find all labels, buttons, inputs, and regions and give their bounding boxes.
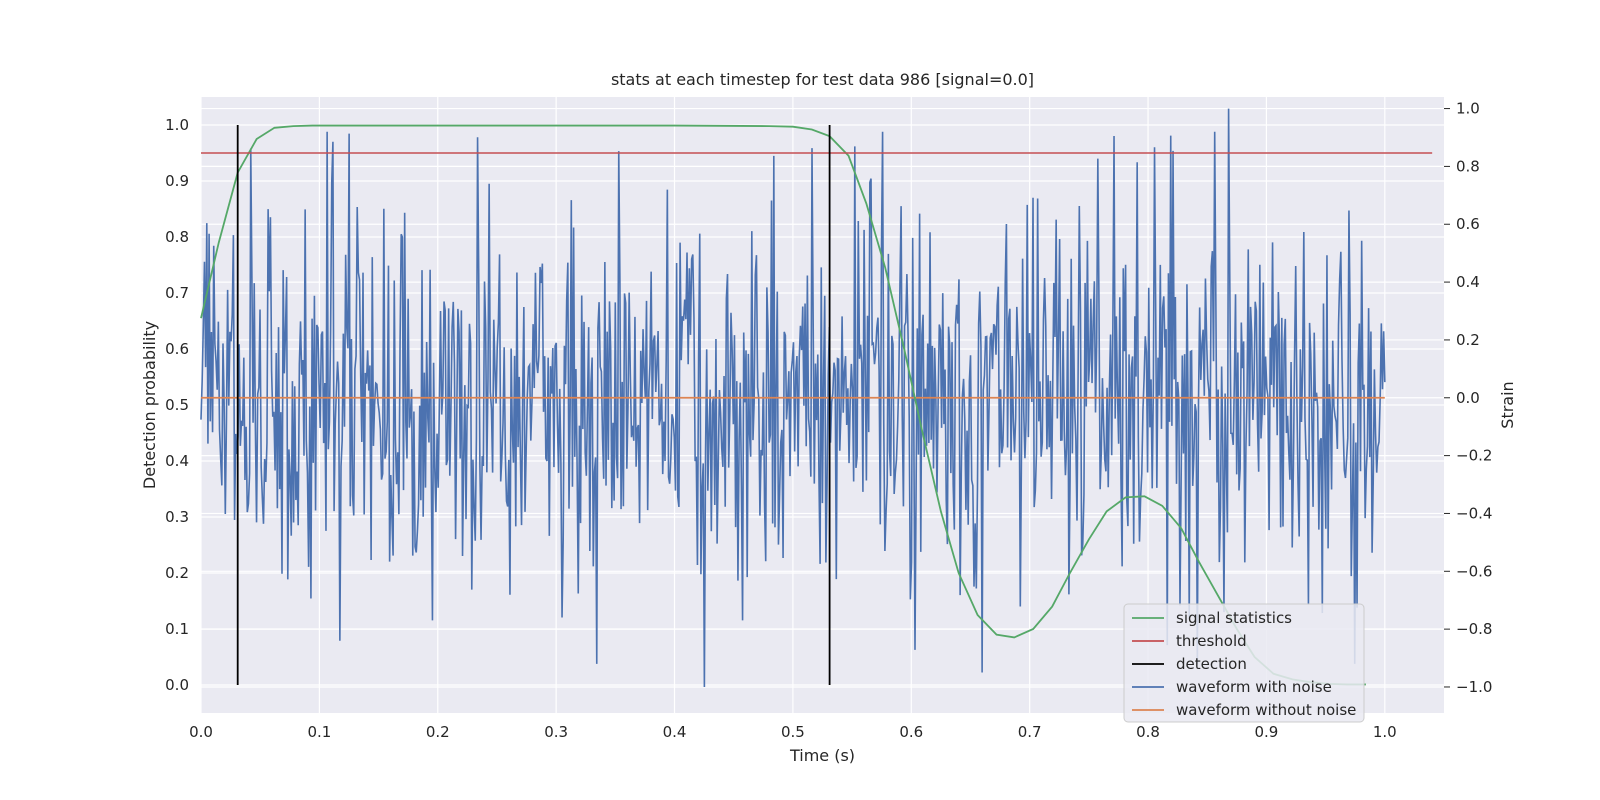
x-tick-label: 0.8 <box>1136 723 1160 741</box>
y-axis-label: Detection probability <box>140 321 159 489</box>
x-tick-label: 0.0 <box>189 723 213 741</box>
y2-tick-label: −0.8 <box>1456 620 1492 638</box>
legend: signal statistics threshold detection wavef… <box>1123 603 1365 723</box>
x-tick-label: 0.5 <box>781 723 805 741</box>
legend-box <box>1123 603 1365 723</box>
y2-tick-label: −1.0 <box>1456 678 1492 696</box>
y2-tick-label: 0.8 <box>1456 157 1480 175</box>
x-tick-label: 0.3 <box>544 723 568 741</box>
waveform-with-noise-line <box>200 108 1386 687</box>
y-tick-label: 0.4 <box>165 452 189 470</box>
y-tick-label: 0.2 <box>165 564 189 582</box>
x-tick-label: 0.2 <box>426 723 450 741</box>
y2-tick-label: −0.6 <box>1456 562 1492 580</box>
y2-tick-label: 0.0 <box>1456 389 1480 407</box>
legend-label: waveform with noise <box>1176 678 1332 696</box>
chart-title: stats at each timestep for test data 986… <box>611 70 1034 89</box>
y2-tick-label: 0.4 <box>1456 273 1480 291</box>
x-tick-label: 0.1 <box>307 723 331 741</box>
y2-tick-label: −0.2 <box>1456 447 1492 465</box>
y-tick-label: 0.5 <box>165 396 189 414</box>
y-tick-label: 0.0 <box>165 676 189 694</box>
x-tick-label: 0.6 <box>899 723 923 741</box>
legend-label: waveform without noise <box>1176 701 1356 719</box>
y2-tick-label: −0.4 <box>1456 504 1492 522</box>
y-tick-label: 0.3 <box>165 508 189 526</box>
y2-axis-label: Strain <box>1498 381 1517 428</box>
legend-label: detection <box>1176 655 1247 673</box>
x-tick-label: 0.9 <box>1254 723 1278 741</box>
axes: 0.0 0.1 0.2 0.3 0.4 0.5 0.6 0.7 0.8 0.9 1.0 0.0 0.1 0… <box>165 100 1492 741</box>
x-tick-label: 0.7 <box>1018 723 1042 741</box>
x-tick-label: 0.4 <box>663 723 687 741</box>
y2-tick-label: 0.2 <box>1456 331 1480 349</box>
y2-tick-label: 0.6 <box>1456 215 1480 233</box>
y-tick-label: 0.7 <box>165 284 189 302</box>
y-tick-label: 0.6 <box>165 340 189 358</box>
y-tick-label: 0.8 <box>165 228 189 246</box>
y-tick-label: 0.1 <box>165 620 189 638</box>
y-tick-label: 1.0 <box>165 116 189 134</box>
x-tick-label: 1.0 <box>1373 723 1397 741</box>
legend-label: threshold <box>1176 632 1247 650</box>
legend-label: signal statistics <box>1176 609 1292 627</box>
y-tick-label: 0.9 <box>165 172 189 190</box>
y2-tick-label: 1.0 <box>1456 100 1480 118</box>
x-axis-label: Time (s) <box>789 746 855 765</box>
